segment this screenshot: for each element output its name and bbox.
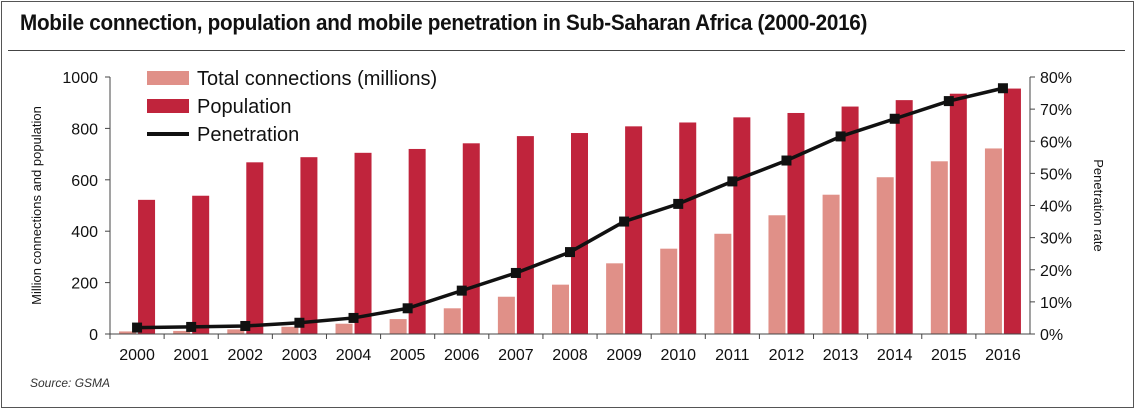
right-tick-label: 30% xyxy=(1040,231,1072,248)
population-bar xyxy=(625,126,643,335)
penetration-marker xyxy=(565,247,575,258)
population-bar xyxy=(787,112,805,334)
penetration-line-layer xyxy=(132,83,1008,333)
connections-bar xyxy=(876,177,894,334)
x-tick-label: 2015 xyxy=(931,347,967,364)
right-tick-label: 50% xyxy=(1040,166,1072,183)
x-tick-label: 2008 xyxy=(552,347,588,364)
x-tick-label: 2002 xyxy=(227,347,263,364)
x-tick-label: 2012 xyxy=(769,347,805,364)
left-tick-label: 0 xyxy=(89,327,98,344)
bars-layer xyxy=(119,88,1021,335)
penetration-marker xyxy=(348,312,359,323)
penetration-marker xyxy=(727,176,738,187)
penetration-marker xyxy=(997,83,1008,94)
y-axis-title: Million connections and population xyxy=(29,106,44,305)
penetration-marker xyxy=(673,198,684,209)
connections-bar xyxy=(606,263,624,334)
connections-bar xyxy=(173,330,191,334)
connections-bar xyxy=(335,323,353,334)
connections-bar xyxy=(227,329,245,334)
population-bar xyxy=(1003,88,1021,334)
population-bar xyxy=(246,162,264,334)
right-tick-label: 60% xyxy=(1040,134,1072,151)
x-tick-label: 2001 xyxy=(173,347,209,364)
right-tick-label: 10% xyxy=(1040,295,1072,312)
penetration-marker xyxy=(943,96,954,107)
connections-bar xyxy=(768,215,786,334)
connections-bar xyxy=(281,326,299,334)
connections-bar xyxy=(714,233,732,334)
legend-swatch xyxy=(147,71,189,85)
y2-axis-title: Penetration rate xyxy=(1091,159,1106,252)
legend: Total connections (millions) Population Pe… xyxy=(147,68,437,146)
penetration-marker xyxy=(240,320,251,331)
connections-bar xyxy=(443,308,461,334)
penetration-marker xyxy=(619,216,630,227)
connections-bar xyxy=(552,284,569,334)
right-tick-label: 20% xyxy=(1040,263,1072,280)
connections-bar xyxy=(119,331,137,334)
population-bar xyxy=(516,136,534,334)
legend-label: Penetration xyxy=(197,124,299,146)
left-tick-label: 400 xyxy=(71,224,98,241)
penetration-marker xyxy=(294,317,305,328)
right-tick-label: 70% xyxy=(1040,102,1072,119)
penetration-marker xyxy=(132,322,143,333)
population-bar xyxy=(679,122,697,334)
x-tick-label: 2006 xyxy=(444,347,480,364)
x-tick-label: 2009 xyxy=(606,347,642,364)
source-note: Source: GSMA xyxy=(30,376,111,390)
x-tick-label: 2011 xyxy=(715,347,750,364)
population-bar xyxy=(192,195,210,334)
population-bar xyxy=(354,152,372,334)
penetration-marker xyxy=(835,131,846,142)
population-bar xyxy=(841,106,859,335)
x-tick-label: 2005 xyxy=(390,347,426,364)
chart-title: Mobile connection, population and mobile… xyxy=(20,10,868,35)
left-tick-label: 1000 xyxy=(62,70,98,87)
population-bar xyxy=(949,93,967,334)
population-bar xyxy=(571,133,588,334)
penetration-marker xyxy=(402,303,413,314)
penetration-marker xyxy=(510,267,521,278)
connections-bar xyxy=(389,319,407,334)
penetration-marker xyxy=(186,321,197,332)
x-tick-label: 2003 xyxy=(282,347,318,364)
legend-label: Total connections (millions) xyxy=(197,68,437,90)
penetration-marker xyxy=(889,113,900,124)
x-tick-label: 2014 xyxy=(877,347,913,364)
x-tick-label: 2007 xyxy=(498,347,534,364)
population-bar xyxy=(733,117,751,334)
population-bar xyxy=(895,100,913,334)
x-tick-label: 2010 xyxy=(660,347,696,364)
left-tick-label: 200 xyxy=(71,276,98,293)
legend-label: Population xyxy=(197,96,292,118)
connections-bar xyxy=(984,148,1002,334)
x-tick-label: 2013 xyxy=(823,347,859,364)
connections-bar xyxy=(660,248,678,334)
axes-layer: 0 200 400 600 800 1000 0% 10% 20% 30% 40% 50% 60% 70%… xyxy=(29,70,1106,364)
right-tick-label: 40% xyxy=(1040,199,1072,216)
connections-bar xyxy=(497,296,515,334)
left-tick-label: 800 xyxy=(71,121,98,138)
penetration-marker xyxy=(781,155,792,166)
population-bar xyxy=(300,157,318,334)
population-bar xyxy=(138,199,156,334)
left-tick-label: 600 xyxy=(71,173,98,190)
right-tick-label: 0% xyxy=(1040,327,1063,344)
population-bar xyxy=(408,148,426,334)
title-divider xyxy=(8,50,1125,51)
x-tick-label: 2004 xyxy=(336,347,372,364)
penetration-marker xyxy=(456,285,467,296)
connections-bar xyxy=(822,194,840,334)
x-tick-label: 2016 xyxy=(985,347,1021,364)
connections-bar xyxy=(930,161,948,334)
population-bar xyxy=(462,143,480,334)
right-tick-label: 80% xyxy=(1040,70,1072,87)
legend-swatch xyxy=(147,99,189,113)
x-tick-label: 2000 xyxy=(119,347,155,364)
